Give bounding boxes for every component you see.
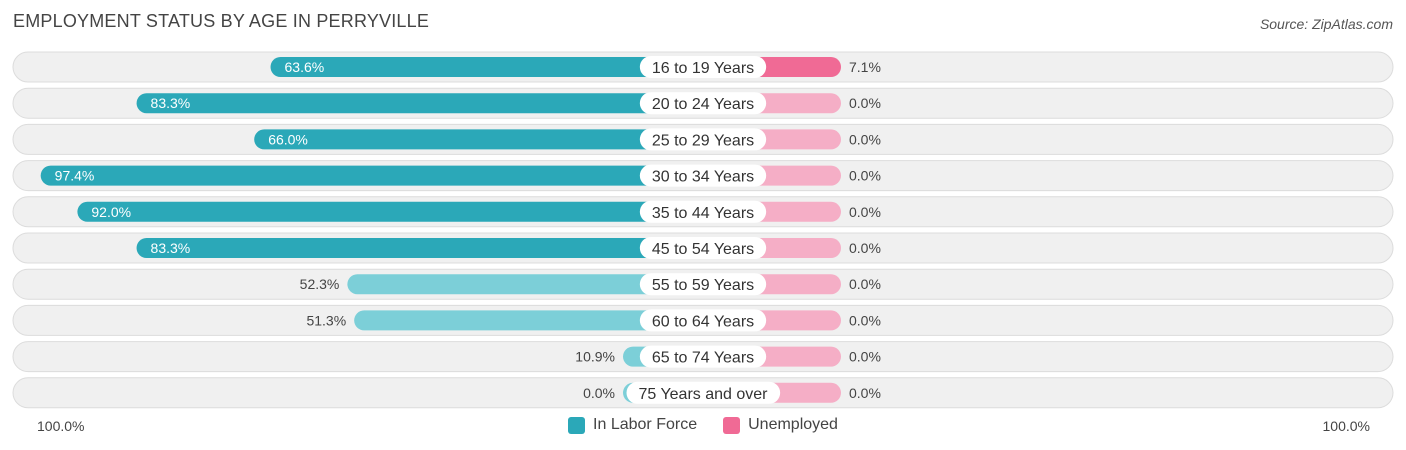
value-label-unemployed: 0.0% [849,276,881,292]
category-label-pill [639,92,767,115]
bar-labor-force [254,129,703,150]
value-label-labor-force: 63.6% [285,59,325,75]
bar-labor-force [40,165,704,186]
value-label-labor-force: 97.4% [55,168,95,184]
bar-labor-force [136,238,703,258]
value-label-unemployed: 0.0% [849,240,881,256]
value-label-labor-force: 51.3% [306,312,346,328]
value-label-labor-force: 52.3% [300,276,340,292]
bar-labor-force [347,274,703,295]
value-label-labor-force: 0.0% [583,385,615,401]
legend-swatch-unemployed [723,416,741,434]
category-label-pill [639,56,767,78]
chart-svg: 16 to 19 Years 63.6% 7.1% 20 to 24 Years 83.… [12,51,1394,409]
legend-label-labor-force: In Labor Force [593,416,698,433]
value-label-labor-force: 92.0% [91,204,131,220]
value-label-labor-force: 83.3% [151,240,191,256]
category-label-pill [639,345,767,368]
value-label-labor-force: 66.0% [268,131,308,147]
category-label: 75 Years and over [639,386,769,403]
legend: In Labor Force Unemployed [0,416,1406,434]
category-label-pill [639,309,767,332]
category-label: 45 to 54 Years [652,241,754,258]
category-label: 30 to 34 Years [652,169,754,186]
bar-labor-force [136,93,703,114]
value-label-unemployed: 0.0% [849,312,881,328]
category-label-pill [639,128,767,151]
source-label: Source: ZipAtlas.com [1259,16,1393,32]
value-label-unemployed: 0.0% [849,95,881,111]
value-label-labor-force: 10.9% [575,349,615,365]
value-label-unemployed: 0.0% [849,204,881,220]
bar-labor-force [270,57,703,77]
category-label: 65 to 74 Years [652,350,754,367]
category-label-pill [639,273,767,296]
category-label-pill [639,237,767,259]
legend-swatch-labor-force [568,416,586,434]
legend-label-unemployed: Unemployed [748,416,838,433]
category-label-pill [639,164,767,187]
category-label: 35 to 44 Years [652,205,754,222]
chart-title: EMPLOYMENT STATUS BY AGE IN PERRYVILLE [13,11,430,31]
legend-item-unemployed: Unemployed [723,416,838,434]
legend-item-labor-force: In Labor Force [568,416,697,434]
value-label-unemployed: 0.0% [849,131,881,147]
category-label: 60 to 64 Years [652,313,754,330]
value-label-unemployed: 0.0% [849,349,881,365]
category-label: 20 to 24 Years [652,96,754,113]
category-label: 55 to 59 Years [652,277,754,294]
bar-labor-force [77,201,703,222]
category-label: 16 to 19 Years [652,60,754,77]
value-label-unemployed: 7.1% [849,59,881,75]
category-label-pill [626,381,781,404]
axis-right-label: 100.0% [1322,418,1370,434]
axis-left-label: 100.0% [37,418,85,434]
value-label-unemployed: 0.0% [849,168,881,184]
category-label: 25 to 29 Years [652,132,754,149]
category-label-pill [639,200,767,223]
value-label-labor-force: 83.3% [151,95,191,111]
bar-labor-force [354,310,703,331]
value-label-unemployed: 0.0% [849,385,881,401]
